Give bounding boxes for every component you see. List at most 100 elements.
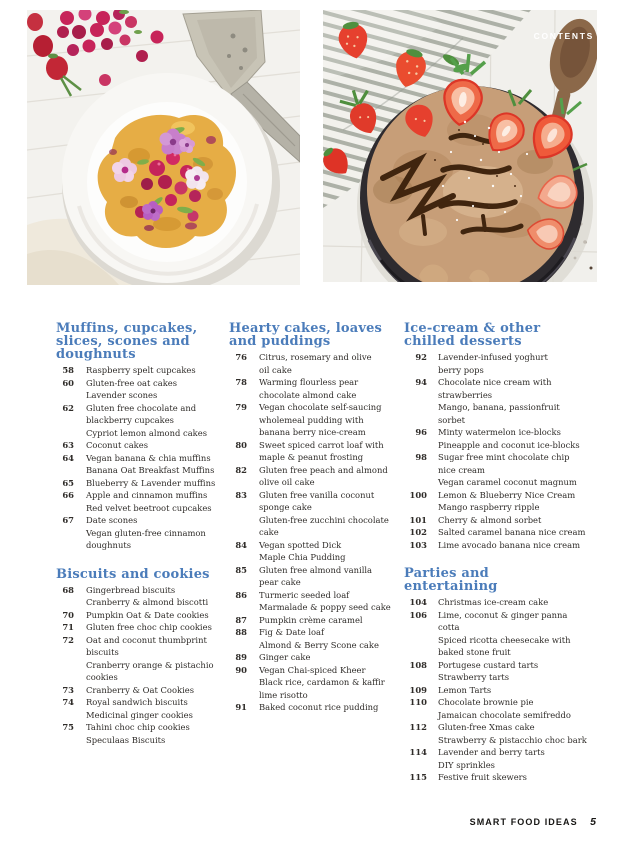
entry-page-number: 115 (409, 772, 427, 782)
toc-entry: Pineapple and coconut ice-blocks (404, 439, 590, 452)
entry-page-number: 104 (409, 597, 427, 607)
recipe-title: Sweet spiced carrot loaf with maple & pe… (259, 439, 384, 463)
toc-column-2: Hearty cakes, loaves and puddings 76 Citru… (229, 322, 393, 714)
entry-page-number: 112 (409, 722, 427, 732)
recipe-title: Cherry & almond sorbet (438, 514, 542, 525)
entry-page-number: 58 (62, 365, 74, 375)
toc-entry: 80 Sweet spiced carrot loaf with maple & … (229, 439, 393, 464)
muffin-plate-illustration (27, 10, 300, 285)
entry-page-number: 90 (235, 664, 247, 675)
entry-page-number (404, 671, 427, 684)
chocolate-shavings (434, 129, 516, 207)
toc-entry: 65 Blueberry & Lavender muffins (56, 477, 218, 490)
toc-entry: 87 Pumpkin crème caramel (229, 614, 393, 627)
recipe-title: Strawberry & pistacchio choc bark (438, 734, 587, 745)
recipe-title: Lime avocado banana nice cream (438, 539, 581, 550)
section-heading: Hearty cakes, loaves and puddings (229, 321, 383, 349)
toc-column-3: Ice-cream & other chilled desserts 92 Lave… (404, 322, 590, 784)
toc-entry: Banana Oat Breakfast Muffins (56, 464, 218, 477)
recipe-title: Lemon & Blueberry Nice Cream (438, 489, 576, 500)
toc-entry: Almond & Berry Scone cake (229, 639, 393, 652)
toc-entry: Vegan gluten-free cinnamon doughnuts (56, 527, 218, 552)
entry-page-number: 106 (409, 609, 427, 620)
recipe-title: Speculaas Biscuits (86, 734, 166, 745)
recipe-title: Mango, banana, passionfruit sorbet (438, 402, 560, 425)
entry-page-number (56, 734, 74, 747)
section-heading: Muffins, cupcakes, slices, scones and do… (56, 321, 198, 362)
toc-entry: 74 Royal sandwich biscuits (56, 696, 218, 709)
recipe-title: Blueberry & Lavender muffins (86, 477, 216, 488)
entry-page-number (56, 502, 74, 515)
recipe-title: Vegan banana & chia muffins (86, 452, 211, 463)
entry-page-number: 101 (409, 514, 427, 525)
entry-page-number (229, 601, 247, 614)
toc-entry: Medicinal ginger cookies (56, 709, 218, 722)
toc-entry: 86 Turmeric seeded loaf (229, 589, 393, 602)
toc-entry: Spiced ricotta cheesecake with baked sto… (404, 634, 590, 659)
recipe-title: Oat and coconut thumbprint biscuits (86, 634, 207, 658)
toc-entry: 89 Ginger cake (229, 651, 393, 664)
entry-page-number: 87 (235, 614, 247, 625)
entry-page-number (229, 514, 247, 539)
recipe-title: Date scones (86, 515, 138, 525)
recipe-title: Cranberry & almond biscotti (86, 597, 209, 607)
entry-page-number (56, 427, 74, 440)
recipe-title: Lavender and berry tarts (438, 747, 545, 757)
toc-entry: 100 Lemon & Blueberry Nice Cream (404, 489, 590, 502)
toc-entry: 101 Cherry & almond sorbet (404, 514, 590, 527)
toc-entry: 82 Gluten free peach and almond olive oil… (229, 464, 393, 489)
contents-page-label: CONTENTS (533, 31, 594, 41)
recipe-title: Vegan Chai-spiced Kheer (259, 664, 366, 675)
toc-entry: 58 Raspberry spelt cupcakes (56, 364, 218, 377)
entry-page-number: 73 (62, 684, 74, 695)
recipe-title: Gluten free chocolate and blackberry cup… (86, 402, 197, 426)
toc-entry: Black rice, cardamon & kaffir lime risot… (229, 676, 393, 701)
entry-page-number (56, 596, 74, 609)
recipe-title: Maple Chia Pudding (259, 552, 346, 562)
toc-entry: 98 Sugar free mint chocolate chip nice cr… (404, 451, 590, 476)
toc-entry: Mango, banana, passionfruit sorbet (404, 401, 590, 426)
toc-entry: 63 Coconut cakes (56, 439, 218, 452)
entry-page-number: 63 (62, 440, 74, 450)
entry-page-number: 68 (62, 584, 74, 595)
recipe-title: Royal sandwich biscuits (86, 697, 188, 707)
entry-page-number: 80 (235, 439, 247, 450)
toc-entry: Lavender scones (56, 389, 218, 402)
toc-entry: DIY sprinkles (404, 759, 590, 772)
entry-page-number: 78 (235, 377, 247, 387)
recipe-title: Medicinal ginger cookies (86, 709, 193, 720)
toc-entry: 84 Vegan spotted Dick (229, 539, 393, 552)
recipe-title: Raspberry spelt cupcakes (86, 365, 196, 375)
recipe-title: Coconut cakes (86, 440, 149, 450)
photo-chocolate-strawberry-cake: CONTENTS (323, 10, 597, 282)
recipe-title: DIY sprinkles (438, 759, 495, 770)
entry-page-number: 84 (235, 539, 247, 550)
recipe-title: Lime, coconut & ginger panna cotta (438, 609, 568, 633)
page-footer: SMART FOOD IDEAS 5 (0, 812, 596, 830)
recipe-title: Festive fruit skewers (438, 772, 527, 782)
entry-page-number (56, 659, 74, 684)
entry-page-number: 76 (235, 352, 247, 362)
recipe-title: Gluten free peach and almond olive oil c… (259, 464, 388, 488)
toc-entry: 60 Gluten-free oat cakes (56, 377, 218, 390)
recipe-title: Gluten-free zucchini chocolate cake (259, 514, 389, 538)
recipe-title: Almond & Berry Scone cake (259, 639, 379, 650)
toc-entry: 90 Vegan Chai-spiced Kheer (229, 664, 393, 677)
toc-entry: Speculaas Biscuits (56, 734, 218, 747)
entry-page-number: 100 (409, 489, 427, 500)
toc-entry: Red velvet beetroot cupcakes (56, 502, 218, 515)
entry-page-number: 75 (62, 722, 74, 732)
toc-section: Ice-cream & other chilled desserts 92 Lave… (404, 322, 590, 551)
section-heading: Biscuits and cookies (56, 566, 210, 582)
entry-page-number (229, 551, 247, 564)
recipe-title: Vegan caramel coconut magnum (438, 477, 577, 487)
recipe-title: Banana Oat Breakfast Muffins (86, 465, 215, 475)
entry-page-number: 70 (62, 609, 74, 620)
toc-entry: 78 Warming flourless pear chocolate almon… (229, 376, 393, 401)
toc-entry: Strawberry & pistacchio choc bark (404, 734, 590, 747)
entry-page-number (404, 476, 427, 489)
recipe-title: Chocolate brownie pie (438, 697, 534, 707)
toc-entry: 102 Salted caramel banana nice cream (404, 526, 590, 539)
recipe-title: Gluten-free oat cakes (86, 377, 178, 388)
edible-flowers (112, 127, 209, 221)
